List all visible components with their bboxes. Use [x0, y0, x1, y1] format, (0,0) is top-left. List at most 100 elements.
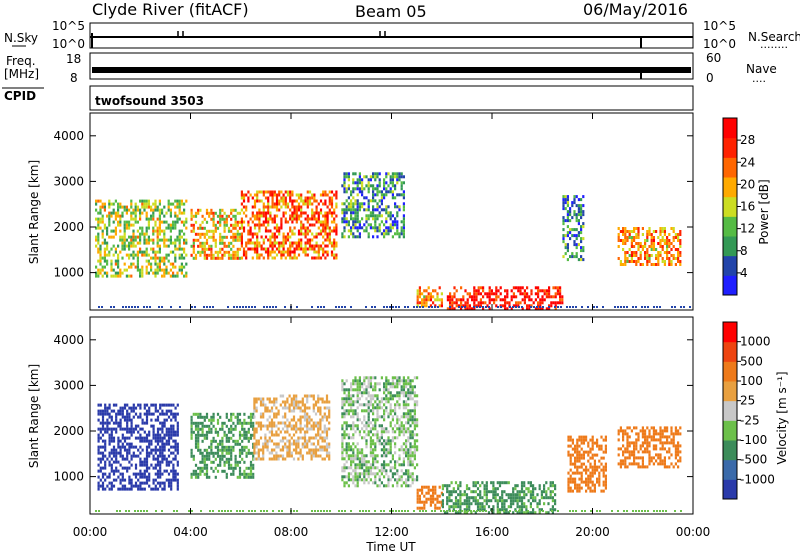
data-cell: [152, 211, 155, 215]
data-cell: [427, 286, 430, 290]
data-cell: [212, 460, 215, 464]
data-cell: [172, 472, 175, 476]
data-cell: [476, 493, 480, 497]
data-cell: [530, 304, 533, 308]
data-cell: [358, 223, 361, 227]
data-cell: [635, 242, 638, 245]
data-cell: [385, 439, 388, 443]
data-cell: [367, 184, 370, 188]
data-cell: [323, 439, 326, 443]
data-cell: [174, 247, 177, 251]
data-cell: [137, 424, 140, 428]
data-cell: [311, 256, 314, 260]
data-cell: [108, 412, 111, 416]
data-cell: [484, 301, 487, 305]
data-cell: [545, 292, 548, 296]
data-cell: [104, 427, 107, 431]
data-cell: [322, 247, 325, 251]
data-cell: [256, 214, 259, 218]
data-cell: [110, 235, 113, 239]
data-cell: [354, 214, 357, 218]
data-cell: [152, 424, 155, 428]
data-cell: [411, 391, 414, 395]
data-cell: [97, 448, 100, 452]
data-cell: [103, 238, 106, 242]
data-cell: [452, 508, 455, 512]
data-cell: [358, 190, 361, 194]
data-cell: [126, 466, 129, 470]
data-cell: [350, 454, 353, 458]
data-cell: [108, 451, 111, 455]
data-cell: [136, 241, 139, 245]
data-cell: [152, 436, 155, 440]
data-cell: [147, 238, 150, 242]
data-cell: [275, 412, 278, 416]
data-cell: [345, 220, 348, 224]
data-cell: [167, 481, 171, 485]
data-cell: [247, 229, 250, 233]
data-cell: [275, 235, 279, 239]
data-cell: [461, 306, 463, 308]
data-cell: [101, 433, 105, 437]
data-cell: [174, 244, 177, 248]
data-cell: [350, 448, 353, 452]
data-cell: [347, 235, 350, 239]
data-cell: [158, 199, 161, 203]
data-cell: [167, 430, 171, 434]
data-cell: [391, 439, 394, 443]
data-cell: [161, 430, 164, 434]
data-cell: [569, 231, 572, 235]
data-cell: [515, 301, 518, 305]
data-cell: [367, 187, 370, 191]
data-cell: [345, 175, 348, 179]
data-cell: [314, 448, 318, 452]
data-cell: [132, 409, 135, 413]
data-cell: [389, 445, 392, 449]
data-cell: [161, 211, 164, 215]
data-cell: [227, 214, 231, 218]
data-cell: [409, 409, 412, 413]
data-cell: [183, 232, 186, 236]
data-cell: [624, 260, 627, 263]
data-cell: [324, 214, 327, 218]
data-cell: [548, 307, 551, 311]
data-cell: [132, 430, 135, 434]
data-cell: [266, 306, 268, 308]
data-cell: [197, 475, 200, 479]
data-cell: [134, 412, 138, 416]
data-cell: [396, 469, 399, 473]
data-cell: [666, 242, 669, 245]
data-cell: [569, 489, 572, 493]
data-cell: [453, 286, 456, 290]
data-cell: [537, 286, 540, 290]
data-cell: [387, 412, 390, 416]
data-cell: [523, 502, 526, 506]
data-cell: [387, 229, 390, 233]
data-cell: [356, 388, 359, 392]
data-cell: [134, 208, 137, 212]
data-cell: [183, 250, 186, 254]
data-cell: [121, 442, 124, 446]
data-cell: [602, 306, 604, 308]
data-cell: [378, 439, 381, 443]
data-cell: [183, 220, 186, 224]
data-cell: [159, 406, 162, 410]
data-cell: [378, 442, 381, 446]
data-cell: [230, 235, 233, 239]
data-cell: [547, 487, 550, 491]
data-cell: [167, 199, 170, 203]
data-cell: [165, 418, 168, 422]
data-cell: [128, 475, 131, 479]
data-cell: [471, 307, 474, 311]
data-cell: [152, 448, 155, 452]
data-cell: [498, 508, 502, 512]
data-cell: [630, 239, 633, 242]
data-cell: [256, 232, 259, 236]
data-cell: [264, 247, 268, 251]
data-cell: [391, 379, 394, 383]
data-cell: [580, 207, 583, 211]
data-cell: [396, 481, 399, 485]
data-cell: [139, 433, 142, 437]
data-cell: [306, 199, 309, 203]
data-cell: [150, 412, 153, 416]
